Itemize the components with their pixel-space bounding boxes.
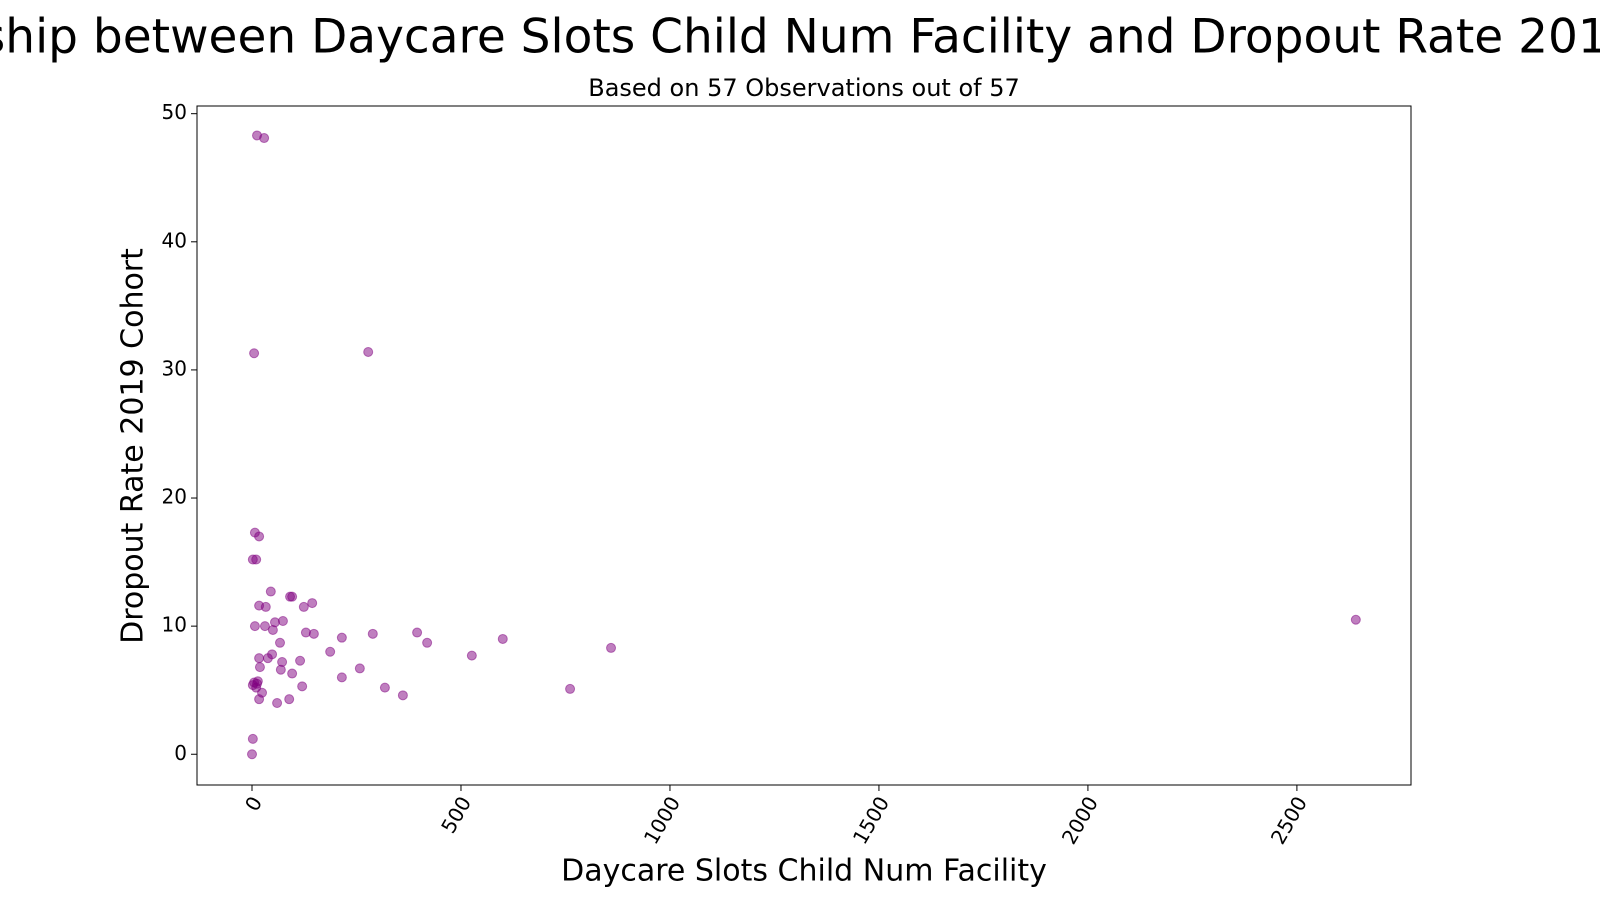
- plot-frame: [196, 105, 1412, 786]
- y-tick-label: 20: [162, 485, 187, 509]
- scatter-point: [287, 668, 298, 679]
- scatter-point: [336, 672, 347, 683]
- scatter-point: [336, 632, 347, 643]
- y-tick-label: 10: [162, 613, 187, 637]
- scatter-point: [267, 624, 278, 635]
- scatter-point: [254, 653, 265, 664]
- y-tick-label: 40: [162, 228, 187, 252]
- scatter-point: [466, 650, 477, 661]
- scatter-point: [249, 621, 260, 632]
- scatter-point: [308, 628, 319, 639]
- x-tick-label: 1500: [848, 792, 894, 848]
- chart-title: Relationship between Daycare Slots Child…: [0, 10, 1600, 65]
- y-tick-label: 0: [174, 741, 187, 765]
- scatter-point: [606, 642, 617, 653]
- scatter-point: [247, 749, 258, 760]
- scatter-point: [284, 694, 295, 705]
- scatter-point: [379, 682, 390, 693]
- scatter-point: [354, 663, 365, 674]
- x-tick-label: 2500: [1266, 792, 1312, 848]
- scatter-point: [259, 621, 270, 632]
- scatter-point: [249, 348, 260, 359]
- scatter-point: [275, 637, 286, 648]
- scatter-point: [295, 655, 306, 666]
- scatter-point: [277, 616, 288, 627]
- scatter-point: [325, 646, 336, 657]
- scatter-point: [307, 598, 318, 609]
- scatter-point: [422, 637, 433, 648]
- scatter-point: [265, 586, 276, 597]
- chart-subtitle: Based on 57 Observations out of 57: [588, 74, 1020, 102]
- scatter-point: [363, 346, 374, 357]
- x-tick-label: 500: [436, 792, 476, 837]
- scatter-point: [412, 627, 423, 638]
- scatter-point: [247, 733, 258, 744]
- scatter-point: [259, 133, 270, 144]
- scatter-point: [298, 601, 309, 612]
- scatter-point: [254, 694, 265, 705]
- y-tick-label: 50: [162, 100, 187, 124]
- scatter-point: [275, 664, 286, 675]
- x-axis-label: Daycare Slots Child Num Facility: [561, 854, 1047, 889]
- scatter-point: [397, 690, 408, 701]
- y-axis-label: Dropout Rate 2019 Cohort: [116, 248, 151, 644]
- y-tick-label: 30: [162, 356, 187, 380]
- scatter-point: [254, 662, 265, 673]
- scatter-point: [251, 554, 262, 565]
- scatter-point: [287, 591, 298, 602]
- x-tick-label: 0: [240, 792, 267, 815]
- scatter-point: [254, 531, 265, 542]
- x-tick-label: 2000: [1057, 792, 1103, 848]
- scatter-point: [297, 681, 308, 692]
- scatter-point: [1350, 614, 1361, 625]
- scatter-point: [272, 698, 283, 709]
- scatter-point: [260, 601, 271, 612]
- scatter-point: [262, 653, 273, 664]
- scatter-point: [367, 628, 378, 639]
- scatter-point: [565, 683, 576, 694]
- scatter-point: [497, 633, 508, 644]
- x-tick-label: 1000: [639, 792, 685, 848]
